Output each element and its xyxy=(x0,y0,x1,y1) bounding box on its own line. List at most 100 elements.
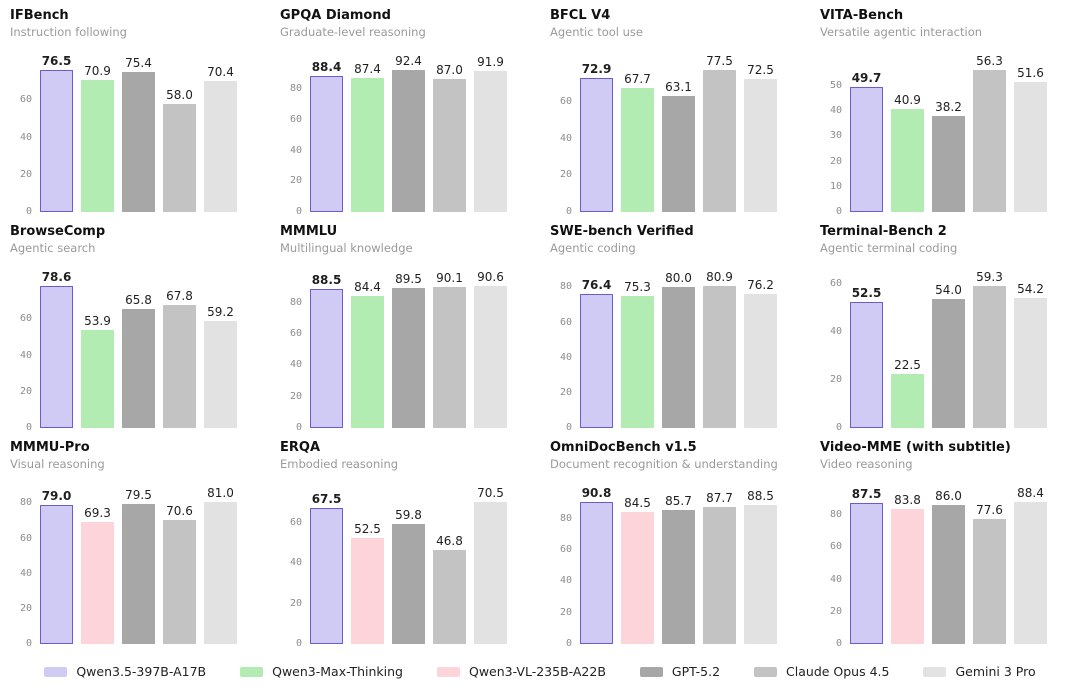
bar-value-label: 90.8 xyxy=(581,485,612,500)
bar-value-label: 58.0 xyxy=(166,88,193,103)
y-axis-tick-label: 0 xyxy=(25,422,32,433)
bar-group-gpt-5-2: 65.8 xyxy=(122,293,155,428)
y-axis-tick-label: 60 xyxy=(289,327,302,339)
bar-group-claude-opus-4-5: 59.3 xyxy=(973,270,1006,428)
y-axis-tick-label: 20 xyxy=(19,168,32,180)
bar-group-qwen3-5-397b-a17b: 88.5 xyxy=(310,273,343,428)
bars-group: 72.9 67.7 63.1 77.5 72.5 xyxy=(580,54,798,212)
legend-label: GPT-5.2 xyxy=(671,664,721,679)
y-axis-tick-label: 20 xyxy=(829,374,842,386)
bar-value-label: 49.7 xyxy=(851,70,882,85)
y-axis-tick-label: 20 xyxy=(829,155,842,167)
y-axis-tick-label: 60 xyxy=(559,543,572,555)
bar-group-qwen3-5-397b-a17b: 76.4 xyxy=(580,278,613,428)
bar-qwen3-vl-235b-a22b xyxy=(891,509,924,644)
bar-claude-opus-4-5 xyxy=(973,70,1006,212)
chart-subtitle: Multilingual knowledge xyxy=(280,241,413,255)
legend-swatch-icon xyxy=(437,666,460,677)
legend-label: Qwen3.5-397B-A17B xyxy=(76,664,207,679)
y-axis-tick-label: 20 xyxy=(19,602,32,614)
bar-value-label: 56.3 xyxy=(976,54,1003,69)
bar-gpt-5-2 xyxy=(122,71,155,212)
bar-value-label: 79.5 xyxy=(125,488,152,503)
bars-group: 88.4 87.4 92.4 87.0 91.9 xyxy=(310,54,528,212)
chart-plot-area: 0 20 40 60 80 88.4 87.4 92.4 87.0 91.9 xyxy=(280,42,530,217)
bar-group-gemini-3-pro: 54.2 xyxy=(1014,282,1047,428)
benchmark-chart-erqa: ERQA Embodied reasoning 0 20 40 60 67.5 52.5 59.… xyxy=(270,438,540,654)
bar-group-gemini-3-pro: 72.5 xyxy=(744,63,777,212)
bar-value-label: 46.8 xyxy=(436,533,463,548)
bar-claude-opus-4-5 xyxy=(703,285,736,428)
bar-value-label: 54.0 xyxy=(935,282,962,297)
bar-group-qwen3-5-397b-a17b: 67.5 xyxy=(310,492,343,644)
bar-group-gemini-3-pro: 88.5 xyxy=(744,489,777,644)
bar-gpt-5-2 xyxy=(662,287,695,428)
y-axis-tick-label: 30 xyxy=(829,130,842,142)
bar-group-qwen3-5-397b-a17b: 52.5 xyxy=(850,286,883,428)
bar-group-claude-opus-4-5: 87.0 xyxy=(433,63,466,212)
bar-group-gpt-5-2: 54.0 xyxy=(932,283,965,428)
chart-title: IFBench xyxy=(10,8,69,23)
y-axis-tick-label: 80 xyxy=(289,296,302,308)
bar-value-label: 53.9 xyxy=(84,314,111,329)
bar-qwen3-5-397b-a17b xyxy=(310,289,343,428)
chart-title: MMMLU xyxy=(280,224,338,239)
legend-label: Gemini 3 Pro xyxy=(955,664,1036,679)
bar-qwen3-max-thinking xyxy=(81,330,114,428)
bars-group: 87.5 83.8 86.0 77.6 88.4 xyxy=(850,486,1068,644)
bar-value-label: 89.5 xyxy=(395,271,422,286)
bar-gemini-3-pro xyxy=(204,81,237,212)
legend-swatch-icon xyxy=(923,666,947,677)
legend-swatch-icon xyxy=(44,666,68,677)
bar-value-label: 80.0 xyxy=(665,271,692,286)
chart-title: Terminal-Bench 2 xyxy=(820,224,947,239)
bar-qwen3-max-thinking xyxy=(621,87,654,212)
y-axis-tick-label: 20 xyxy=(559,606,572,618)
bar-group-claude-opus-4-5: 46.8 xyxy=(433,534,466,644)
y-axis-tick-label: 20 xyxy=(289,597,302,609)
bar-group-claude-opus-4-5: 77.6 xyxy=(973,503,1006,644)
legend: Qwen3.5-397B-A17B Qwen3-Max-Thinking Qwen3… xyxy=(0,664,1080,679)
bar-claude-opus-4-5 xyxy=(703,69,736,212)
bar-value-label: 22.5 xyxy=(894,358,921,373)
y-axis-tick-label: 20 xyxy=(829,605,842,617)
bar-value-label: 54.2 xyxy=(1017,282,1044,297)
bar-value-label: 59.8 xyxy=(395,507,422,522)
bar-claude-opus-4-5 xyxy=(163,104,196,212)
bar-value-label: 75.4 xyxy=(125,55,152,70)
bar-group-gemini-3-pro: 81.0 xyxy=(204,486,237,644)
y-axis-tick-label: 60 xyxy=(289,113,302,125)
bar-value-label: 40.9 xyxy=(894,92,921,107)
chart-subtitle: Instruction following xyxy=(10,25,127,39)
bar-gemini-3-pro xyxy=(474,285,507,428)
bar-gemini-3-pro xyxy=(474,502,507,644)
legend-item-qwen3-5-397b-a17b: Qwen3.5-397B-A17B xyxy=(44,664,206,679)
bar-group-gemini-3-pro: 88.4 xyxy=(1014,486,1047,644)
chart-subtitle: Versatile agentic interaction xyxy=(820,25,983,39)
chart-title: OmniDocBench v1.5 xyxy=(550,440,697,455)
legend-item-qwen3-vl-235b-a22b: Qwen3-VL-235B-A22B xyxy=(437,664,606,679)
bars-group: 90.8 84.5 85.7 87.7 88.5 xyxy=(580,486,798,644)
legend-item-gpt-5-2: GPT-5.2 xyxy=(639,664,721,679)
bar-value-label: 70.6 xyxy=(166,503,193,518)
benchmark-chart-bfcl-v4: BFCL V4 Agentic tool use 0 20 40 60 72.9 67.7 63… xyxy=(540,6,810,222)
bar-value-label: 59.2 xyxy=(207,304,234,319)
chart-title: MMMU-Pro xyxy=(10,440,90,455)
bar-group-qwen3-max-thinking: 84.4 xyxy=(351,280,384,428)
bar-value-label: 76.5 xyxy=(41,53,72,68)
chart-subtitle: Agentic search xyxy=(10,241,96,255)
bar-value-label: 87.5 xyxy=(851,487,882,502)
y-axis-tick-label: 40 xyxy=(559,575,572,587)
bar-qwen3-5-397b-a17b xyxy=(310,76,343,212)
y-axis-tick-label: 20 xyxy=(19,385,32,397)
bar-group-claude-opus-4-5: 70.6 xyxy=(163,504,196,644)
y-axis-tick-label: 80 xyxy=(829,509,842,521)
benchmark-chart-gpqa-diamond: GPQA Diamond Graduate-level reasoning 0 20 4… xyxy=(270,6,540,222)
bar-qwen3-max-thinking xyxy=(81,80,114,212)
legend-item-claude-opus-4-5: Claude Opus 4.5 xyxy=(754,664,889,679)
bar-gpt-5-2 xyxy=(932,115,965,212)
y-axis-tick-label: 0 xyxy=(835,638,842,649)
bar-claude-opus-4-5 xyxy=(703,506,736,644)
bar-qwen3-vl-235b-a22b xyxy=(81,522,114,644)
y-axis-tick-label: 0 xyxy=(25,206,32,217)
